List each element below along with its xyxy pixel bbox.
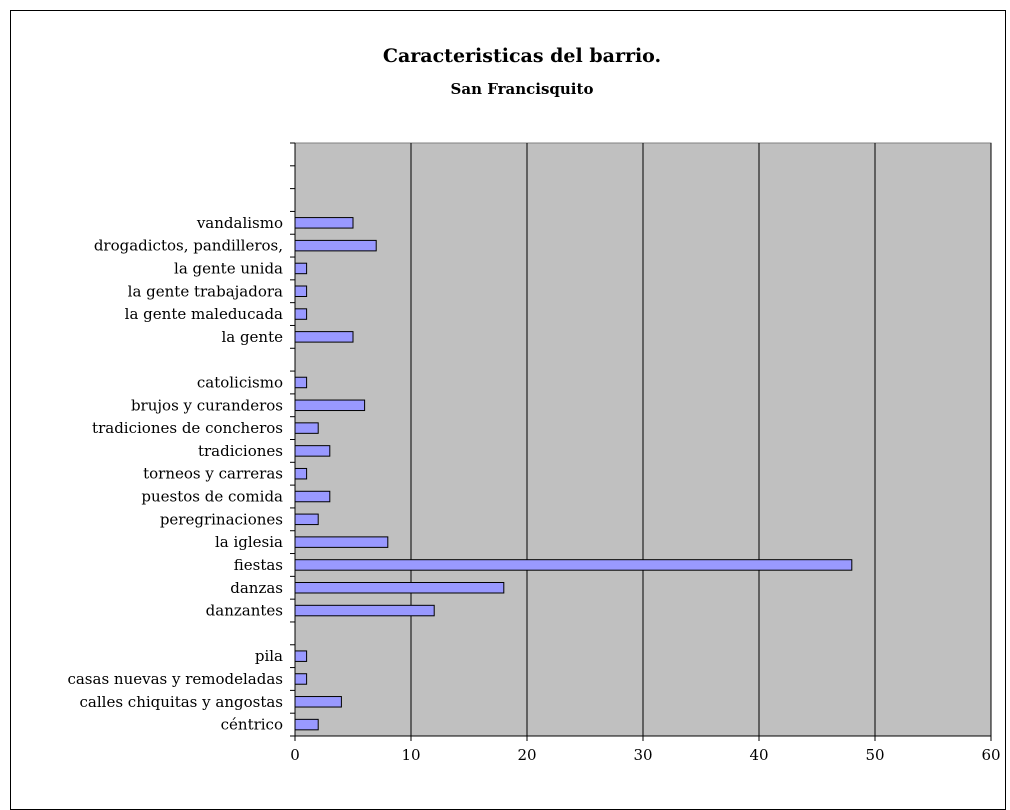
- x-tick-label: 20: [517, 746, 536, 764]
- bar: [294, 536, 389, 548]
- x-tick-label: 0: [290, 746, 300, 764]
- bar: [294, 582, 505, 594]
- bar: [294, 559, 853, 571]
- plot-area: 0 10 20 30 40 50 60 céntrico calles chiquitas y …: [67, 142, 1001, 764]
- y-category-label: tradiciones de concheros: [92, 419, 283, 437]
- chart-subtitle: San Francisquito: [451, 80, 594, 98]
- bar: [294, 262, 308, 275]
- bar: [294, 308, 308, 320]
- bar: [294, 217, 354, 229]
- y-category-label: peregrinaciones: [160, 510, 283, 528]
- bar: [294, 718, 319, 731]
- y-category-label: drogadictos, pandilleros,: [94, 237, 283, 255]
- bar: [294, 467, 308, 480]
- y-category-label: casas nuevas y remodeladas: [67, 670, 283, 688]
- y-category-label: la gente unida: [174, 259, 283, 277]
- x-tick-label: 50: [865, 746, 884, 764]
- y-category-label: vandalismo: [196, 214, 283, 232]
- y-category-label: tradiciones: [198, 442, 283, 460]
- bar: [294, 422, 319, 434]
- y-category-label: danzas: [230, 579, 283, 597]
- x-tick-label: 10: [401, 746, 420, 764]
- bar: [294, 673, 308, 685]
- y-category-label: fiestas: [234, 556, 283, 574]
- bar-chart: Caracteristicas del barrio. San Francisq…: [67, 45, 1001, 764]
- bar: [294, 331, 354, 343]
- y-category-label: pila: [255, 647, 283, 665]
- x-tick-label: 60: [981, 746, 1000, 764]
- y-category-label: brujos y curanderos: [131, 396, 283, 414]
- bar: [294, 376, 308, 389]
- bar: [294, 490, 331, 503]
- chart-frame: Caracteristicas del barrio. San Francisq…: [10, 10, 1006, 810]
- x-tick-label: 30: [633, 746, 652, 764]
- bar: [294, 696, 342, 708]
- y-category-label: la gente trabajadora: [128, 282, 283, 300]
- y-category-label: puestos de comida: [141, 488, 283, 506]
- bar: [294, 239, 377, 252]
- bar: [294, 445, 331, 457]
- y-category-label: catolicismo: [197, 373, 283, 391]
- bar: [294, 513, 319, 526]
- y-category-label: la gente: [221, 328, 283, 346]
- y-category-label: céntrico: [221, 716, 283, 734]
- bar: [294, 285, 308, 297]
- chart-title: Caracteristicas del barrio.: [383, 45, 661, 67]
- y-category-label: calles chiquitas y angostas: [80, 693, 283, 711]
- y-category-label: la gente maleducada: [125, 305, 283, 323]
- y-category-label: la iglesia: [215, 533, 283, 551]
- bar: [294, 604, 435, 617]
- x-tick-label: 40: [749, 746, 768, 764]
- bar: [294, 650, 308, 662]
- y-category-label: danzantes: [206, 602, 283, 620]
- bar: [294, 399, 366, 412]
- y-category-label: torneos y carreras: [143, 465, 283, 483]
